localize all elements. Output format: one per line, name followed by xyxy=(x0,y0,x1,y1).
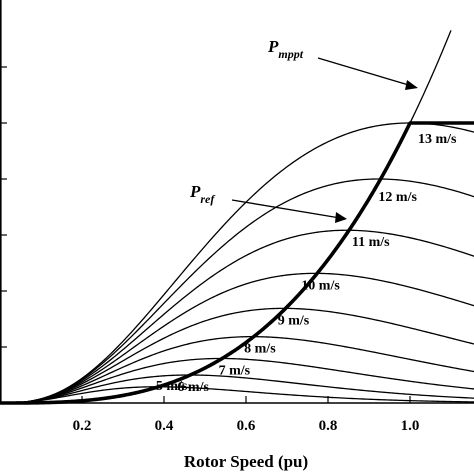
power-curve-7ms xyxy=(0,357,474,404)
reference-curves xyxy=(0,30,474,405)
power-curve-12ms xyxy=(0,178,474,404)
curve-label-8ms: 8 m/s xyxy=(244,342,276,357)
curve-label-12ms: 12 m/s xyxy=(378,190,417,205)
chart-axes: 0.2 0.4 0.6 0.8 1.0 xyxy=(0,0,474,434)
pref-curve xyxy=(0,121,474,405)
pmppt-annotation: Pmppt xyxy=(267,37,418,90)
pmppt-curve xyxy=(0,30,452,404)
wind-speed-curves xyxy=(0,122,474,404)
x-tick-label: 0.6 xyxy=(237,418,256,434)
power-curve-5ms xyxy=(0,386,474,404)
x-axis-label: Rotor Speed (pu) xyxy=(184,452,308,471)
x-tick-label: 0.4 xyxy=(155,418,174,434)
pmppt-label: Pmppt xyxy=(267,37,304,61)
x-tick-label: 1.0 xyxy=(401,418,420,434)
pref-annotation: Pref xyxy=(189,182,347,223)
pmppt-arrow-head xyxy=(405,80,418,90)
power-curve-8ms xyxy=(0,335,474,404)
curve-label-13ms: 13 m/s xyxy=(418,132,457,147)
x-tick-label: 0.8 xyxy=(319,418,338,434)
curve-label-9ms: 9 m/s xyxy=(278,313,310,328)
curve-label-10ms: 10 m/s xyxy=(301,278,340,293)
pref-arrow-line xyxy=(231,199,341,219)
pref-label: Pref xyxy=(189,182,215,206)
power-curve-9ms xyxy=(0,307,474,404)
curve-label-7ms: 7 m/s xyxy=(219,363,251,378)
curve-labels: 5 m/s6 m/s 7 m/s 8 m/s9 m/s 10 m/s 11 m/s 12 … xyxy=(156,132,457,395)
power-curve-13ms xyxy=(0,122,474,404)
curve-label-11ms: 11 m/s xyxy=(352,235,390,250)
x-tick-label: 0.2 xyxy=(73,418,92,434)
pref-arrow-head xyxy=(335,212,347,223)
pmppt-arrow-line xyxy=(317,57,413,87)
curve-label-6ms: 6 m/s xyxy=(177,380,209,395)
power-curve-6ms xyxy=(0,374,474,404)
curve-label-5ms: 5 m/s xyxy=(156,379,188,394)
power-curve-10ms xyxy=(0,272,474,404)
power-curve-11ms xyxy=(0,229,474,404)
